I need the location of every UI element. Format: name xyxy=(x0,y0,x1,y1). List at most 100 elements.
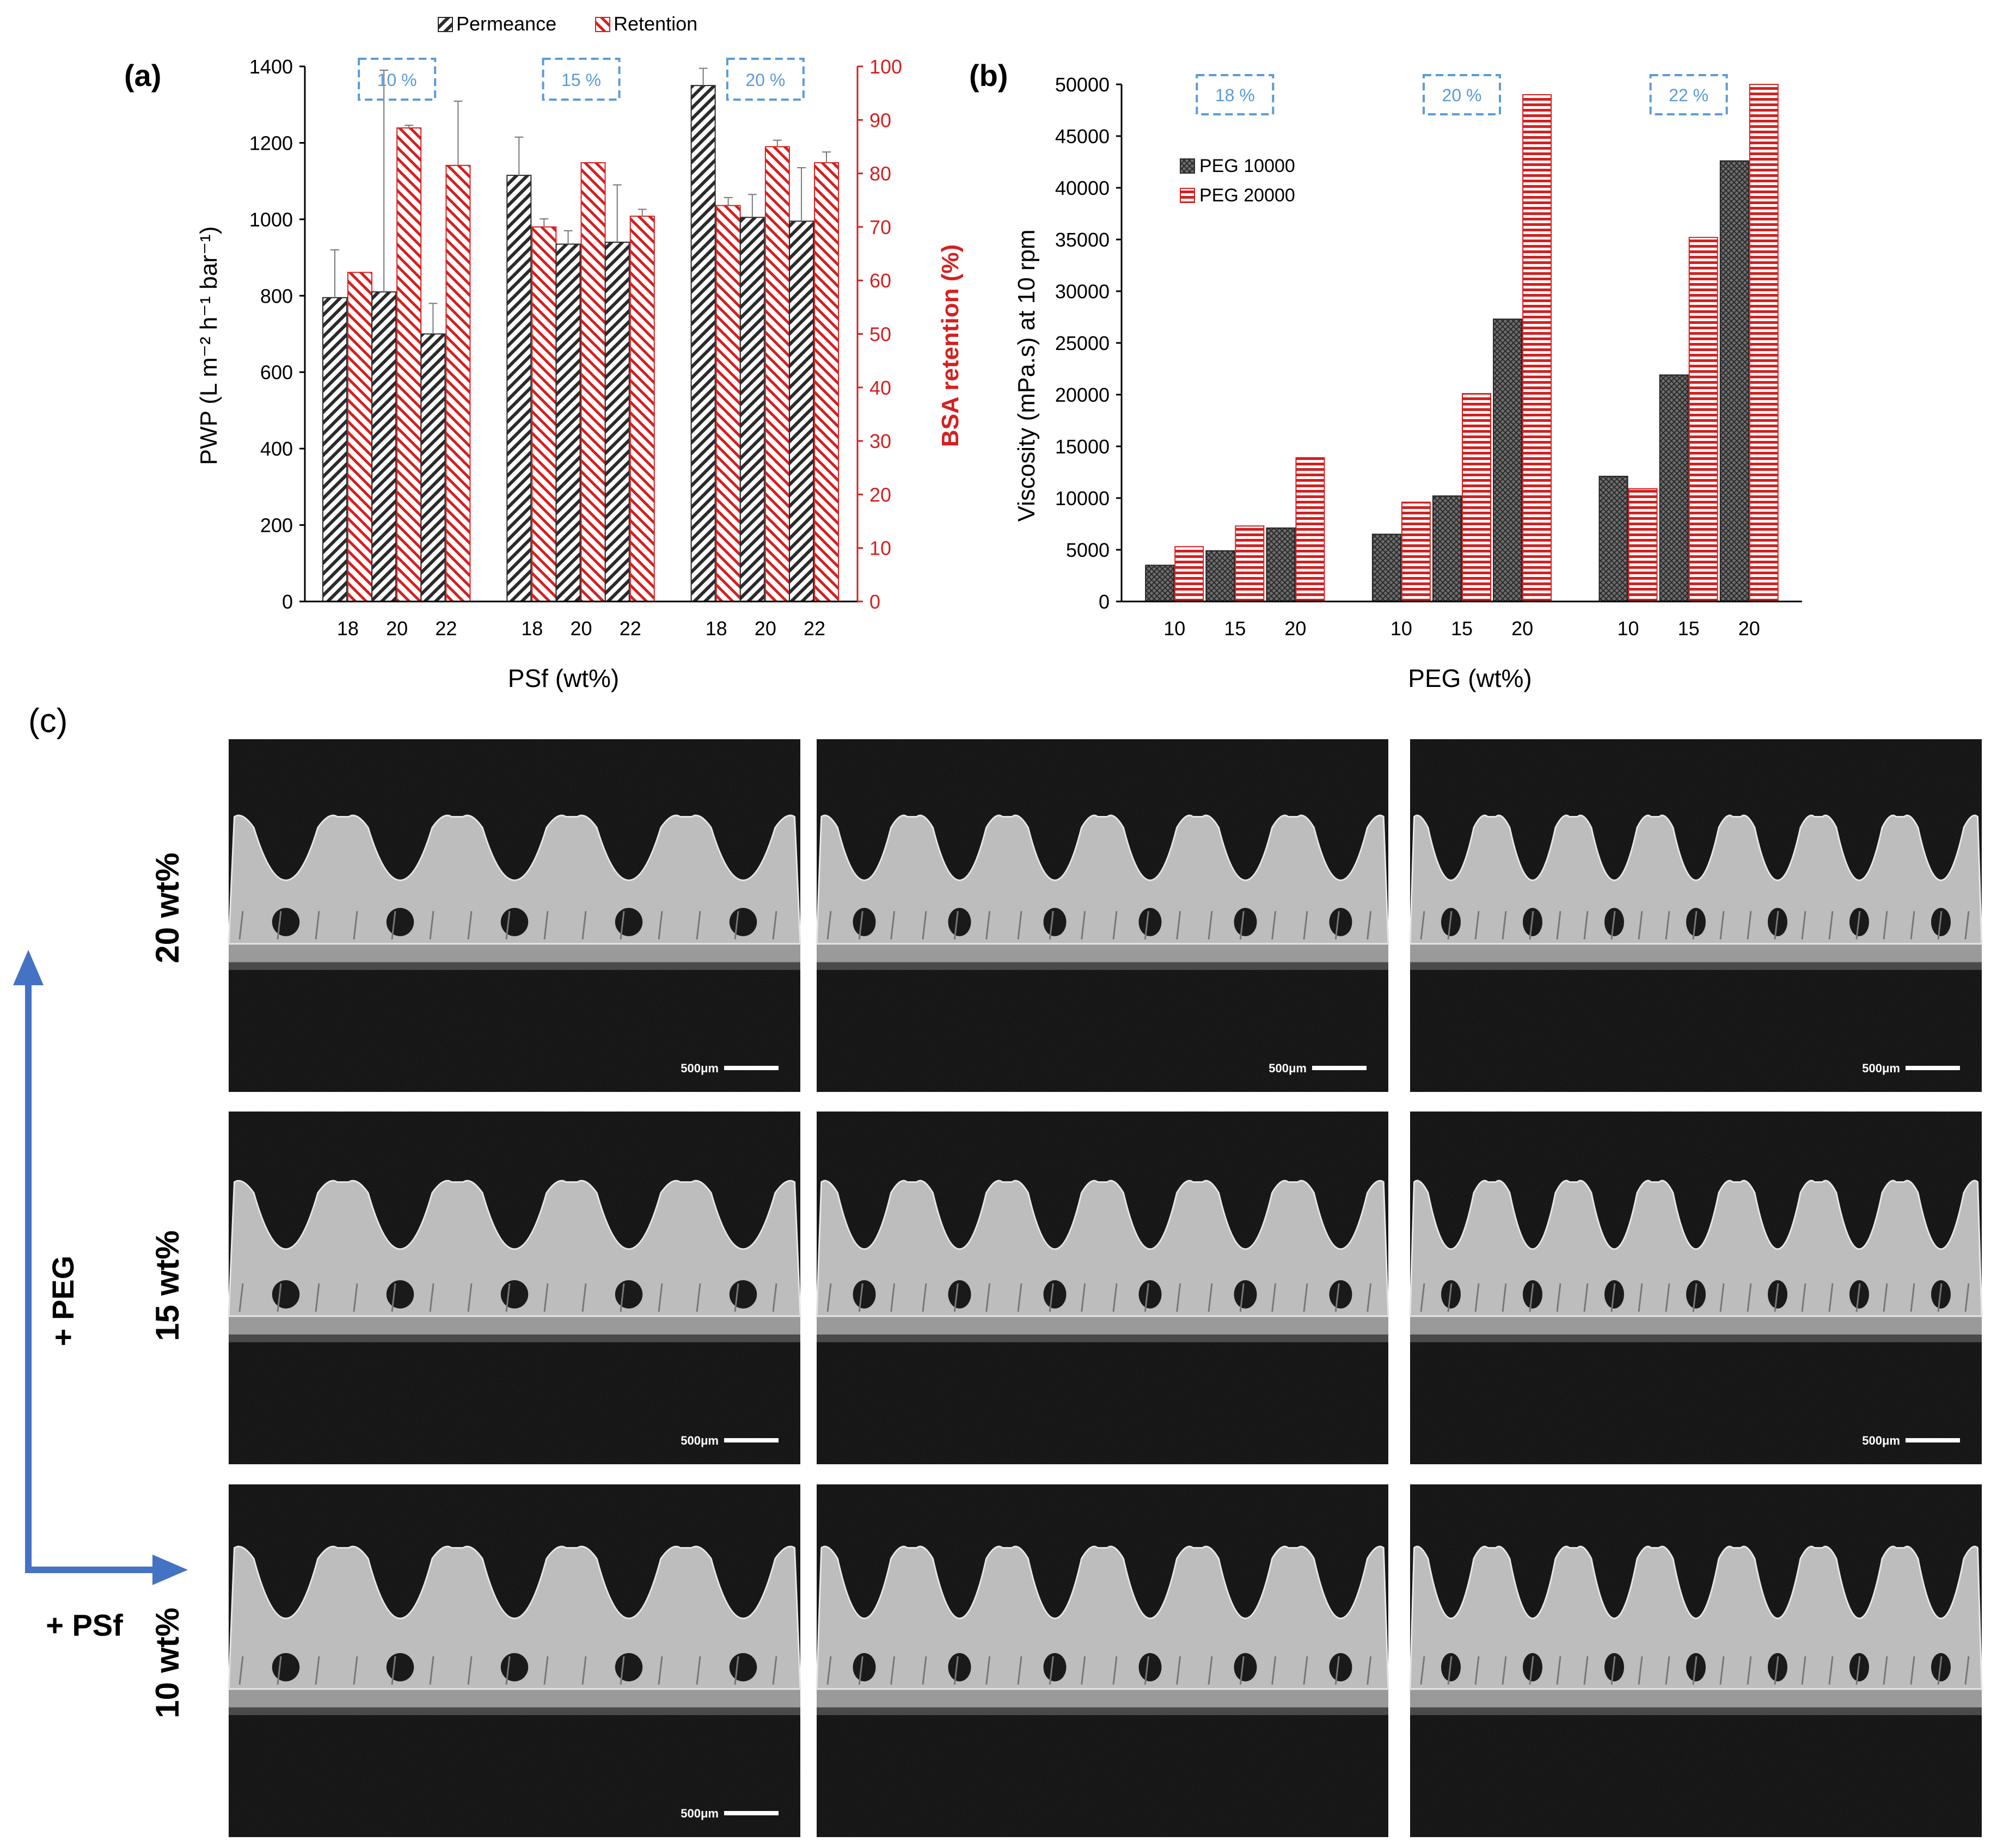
retention-bar xyxy=(531,226,557,602)
sem-cavity xyxy=(853,907,876,936)
panel-a-group-box-label: 10 % xyxy=(377,70,417,90)
sem-cavity xyxy=(1234,1653,1257,1681)
sem-pore-texture xyxy=(1112,1283,1118,1312)
sem-pore-texture xyxy=(826,1283,832,1312)
peg10000-bar xyxy=(1598,476,1628,602)
panel-a-right-tick-label: 50 xyxy=(869,323,891,346)
sem-pore-texture xyxy=(1583,1656,1589,1685)
sem-cavity xyxy=(1329,1653,1352,1681)
legend-label-peg20000: PEG 20000 xyxy=(1199,185,1295,206)
sem-image-tile: 500μm xyxy=(228,739,801,1092)
psf-axis-label: + PSf xyxy=(46,1608,123,1642)
panel-a-ylabel-right: BSA retention (%) xyxy=(937,244,964,447)
sem-scale-bar-label: 500μm xyxy=(1862,1434,1900,1447)
sem-pore-texture xyxy=(543,1656,549,1685)
sem-pore-texture xyxy=(1303,911,1308,940)
sem-scale-bar xyxy=(1906,1438,1960,1442)
sem-pore-texture xyxy=(543,1283,549,1312)
sem-pore-texture xyxy=(1271,1283,1277,1312)
sem-pore-texture xyxy=(1801,1656,1806,1685)
peg20000-bar xyxy=(1688,237,1718,602)
row-label-10wt: 10 wt% xyxy=(149,1607,186,1718)
panel-a-left-tick-label: 0 xyxy=(282,591,293,613)
panel-a-right-tick-label: 0 xyxy=(869,591,880,613)
sem-cavity xyxy=(386,907,414,936)
sem-pore-texture xyxy=(581,1283,587,1312)
panel-b-group-box xyxy=(1196,74,1275,115)
sem-pore-texture xyxy=(1334,1656,1340,1685)
sem-scale-bar xyxy=(1906,1066,1960,1070)
peg10000-bar xyxy=(1266,527,1296,602)
panel-a-x-tick-label: 22 xyxy=(435,617,457,640)
sem-pore-texture xyxy=(1910,1656,1915,1685)
sem-pore-texture xyxy=(1910,1283,1915,1312)
peg10000-bar xyxy=(1145,564,1175,602)
peg20000-bar xyxy=(1522,94,1552,602)
panel-a-x-tick-label: 22 xyxy=(804,617,825,640)
legend-swatch-retention xyxy=(595,17,610,32)
sem-pore-texture xyxy=(1747,1656,1752,1685)
sem-pore-texture xyxy=(1747,1283,1752,1312)
sem-pore-texture xyxy=(1964,1283,1970,1312)
panel-b-legend: PEG 10000 PEG 20000 xyxy=(1180,156,1295,206)
sem-support-shadow xyxy=(229,1707,800,1715)
panel-a-right-tick-label: 80 xyxy=(869,163,891,185)
sem-support-layer xyxy=(817,1689,1388,1708)
panel-a-group-box xyxy=(542,58,621,101)
panel-a-left-tick-label: 800 xyxy=(260,285,293,307)
sem-cavity xyxy=(1329,1280,1352,1309)
legend-swatch-peg20000 xyxy=(1180,188,1195,203)
panel-b-bars xyxy=(1145,84,1779,603)
peg20000-bar xyxy=(1235,525,1265,602)
sem-pore-texture xyxy=(391,1656,396,1685)
panel-b-axes: 0 5000 10000 15000 20000 25000 30000 35000 40000… xyxy=(1055,73,1802,640)
panel-a-x-tick-label: 22 xyxy=(620,617,641,640)
sem-cavity xyxy=(853,1653,876,1681)
sem-pore-texture xyxy=(1144,1656,1149,1685)
sem-pore-texture xyxy=(1081,1656,1086,1685)
panel-b-y-tick-label: 30000 xyxy=(1055,280,1110,303)
legend-label-peg10000: PEG 10000 xyxy=(1199,156,1295,176)
sem-cavity xyxy=(729,907,757,936)
sem-pore-texture xyxy=(1529,1656,1534,1685)
sem-pore-texture xyxy=(1937,1283,1943,1312)
sem-pore-texture xyxy=(1144,1283,1149,1312)
sem-cavity xyxy=(1043,1653,1067,1681)
peg20000-bar xyxy=(1462,393,1491,602)
panel-b-x-tick-label: 15 xyxy=(1451,617,1473,640)
sem-pore-texture xyxy=(1828,1283,1834,1312)
panel-a-group-box-label: 20 % xyxy=(745,70,785,90)
sem-cavity xyxy=(729,1280,757,1309)
sem-pore-texture xyxy=(1638,1656,1643,1685)
sem-scale-bar-label: 500μm xyxy=(1862,1061,1900,1075)
sem-membrane-ridges xyxy=(228,814,801,945)
sem-pore-texture xyxy=(1474,911,1480,940)
sem-membrane-ridges xyxy=(1409,1545,1983,1690)
sem-pore-texture xyxy=(1049,911,1054,940)
sem-pore-texture xyxy=(1049,1656,1054,1685)
sem-pore-texture xyxy=(1937,911,1943,940)
retention-bar xyxy=(445,164,471,603)
permeance-bar xyxy=(604,241,630,602)
sem-pore-texture xyxy=(467,1283,473,1312)
permeance-bar xyxy=(420,333,446,602)
sem-pore-texture xyxy=(1081,911,1086,940)
panel-a-axes: 0 200 400 600 800 1000 1200 1400 0 10 20 30 40 50 60 70… xyxy=(249,56,902,640)
sem-pore-texture xyxy=(922,1656,927,1685)
panel-b-ylabel: Viscosity (mPa.s) at 10 rpm xyxy=(1013,229,1040,521)
sem-pore-texture xyxy=(890,1283,896,1312)
sem-pore-texture xyxy=(985,911,991,940)
permeance-bar xyxy=(506,175,532,602)
sem-pore-texture xyxy=(1144,911,1149,940)
sem-support-layer xyxy=(229,943,800,962)
sem-pore-texture xyxy=(1112,911,1118,940)
sem-pore-texture xyxy=(315,911,320,940)
sem-cavity xyxy=(615,907,643,936)
sem-support-shadow xyxy=(1410,1707,1982,1715)
peg10000-bar xyxy=(1432,495,1462,603)
sem-pore-texture xyxy=(277,1656,282,1685)
sem-cavity xyxy=(386,1653,414,1681)
sem-pore-texture xyxy=(505,911,511,940)
permeance-bar xyxy=(739,217,765,602)
